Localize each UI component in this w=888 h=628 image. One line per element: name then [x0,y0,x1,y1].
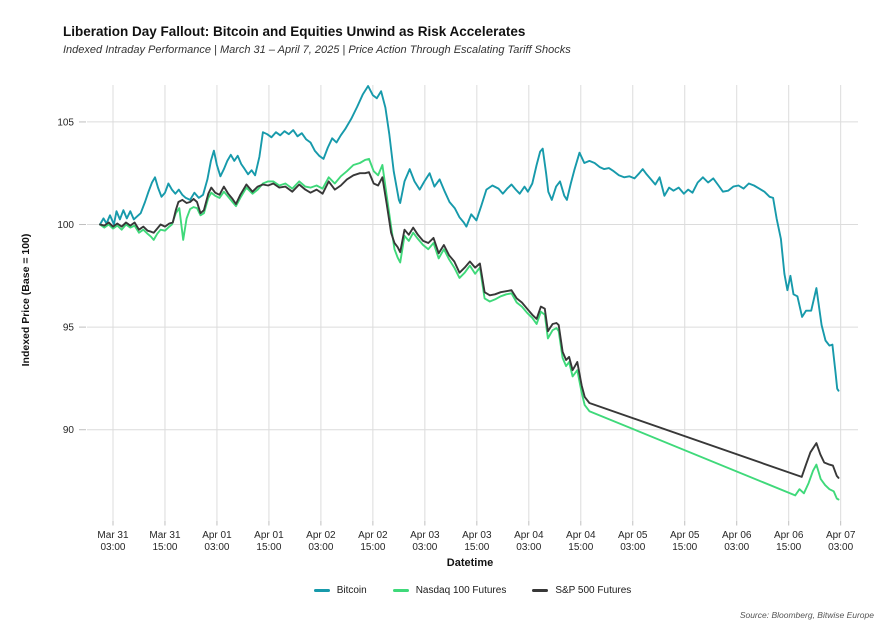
x-tick-label-time: 03:00 [516,542,541,553]
x-tick-label-time: 03:00 [412,542,437,553]
x-tick-label-time: 15:00 [672,542,697,553]
legend-label: Bitcoin [336,585,367,596]
x-tick-label-date: Apr 02 [306,530,336,541]
y-tick-label: 105 [57,117,74,128]
x-tick-label-date: Apr 02 [358,530,388,541]
series-line-bitcoin [99,85,840,392]
x-tick-label-time: 03:00 [620,542,645,553]
x-tick-label-date: Apr 05 [670,530,700,541]
series-line-nasdaq-100-futures [99,157,840,501]
series-line-s-p-500-futures [99,171,840,479]
x-tick-label-time: 03:00 [724,542,749,553]
x-tick-label-date: Apr 07 [826,530,856,541]
x-tick-label-time: 15:00 [776,542,801,553]
y-tick-label: 90 [63,425,75,436]
x-tick-label-time: 03:00 [100,542,125,553]
x-tick-label-date: Apr 01 [202,530,232,541]
x-tick-label-date: Apr 06 [722,530,752,541]
x-tick-label-time: 03:00 [828,542,853,553]
legend: Bitcoin Nasdaq 100 Futures S&P 500 Futures [87,585,858,596]
x-tick-label-time: 15:00 [256,542,281,553]
x-tick-label-date: Mar 31 [149,530,181,541]
y-tick-label: 100 [57,220,74,231]
legend-swatch [313,589,330,592]
chart-title: Liberation Day Fallout: Bitcoin and Equi… [63,24,526,39]
x-tick-label-date: Apr 03 [462,530,492,541]
y-tick-label: 95 [63,323,75,334]
legend-item-s-p-500-futures: S&P 500 Futures [532,585,631,596]
x-tick-label-time: 15:00 [360,542,385,553]
x-tick-label-time: 03:00 [308,542,333,553]
source-note: Source: Bloomberg, Bitwise Europe [739,610,874,620]
x-tick-label-time: 03:00 [204,542,229,553]
x-tick-label-date: Apr 03 [410,530,440,541]
legend-item-bitcoin: Bitcoin [313,585,367,596]
x-tick-label-date: Apr 01 [254,530,284,541]
legend-item-nasdaq-100-futures: Nasdaq 100 Futures [392,585,507,596]
legend-swatch [392,589,409,592]
x-tick-label-date: Apr 04 [514,530,544,541]
x-tick-label-date: Apr 06 [774,530,804,541]
legend-swatch [532,589,549,592]
legend-label: S&P 500 Futures [555,585,632,596]
x-tick-label-time: 15:00 [568,542,593,553]
legend-label: Nasdaq 100 Futures [415,585,507,596]
x-tick-label-date: Apr 04 [566,530,596,541]
x-tick-label-time: 15:00 [464,542,489,553]
x-tick-label-time: 15:00 [152,542,177,553]
chart-subtitle: Indexed Intraday Performance | March 31 … [63,44,571,56]
x-axis-label: Datetime [446,557,494,569]
x-tick-label-date: Mar 31 [97,530,129,541]
x-tick-label-date: Apr 05 [618,530,648,541]
